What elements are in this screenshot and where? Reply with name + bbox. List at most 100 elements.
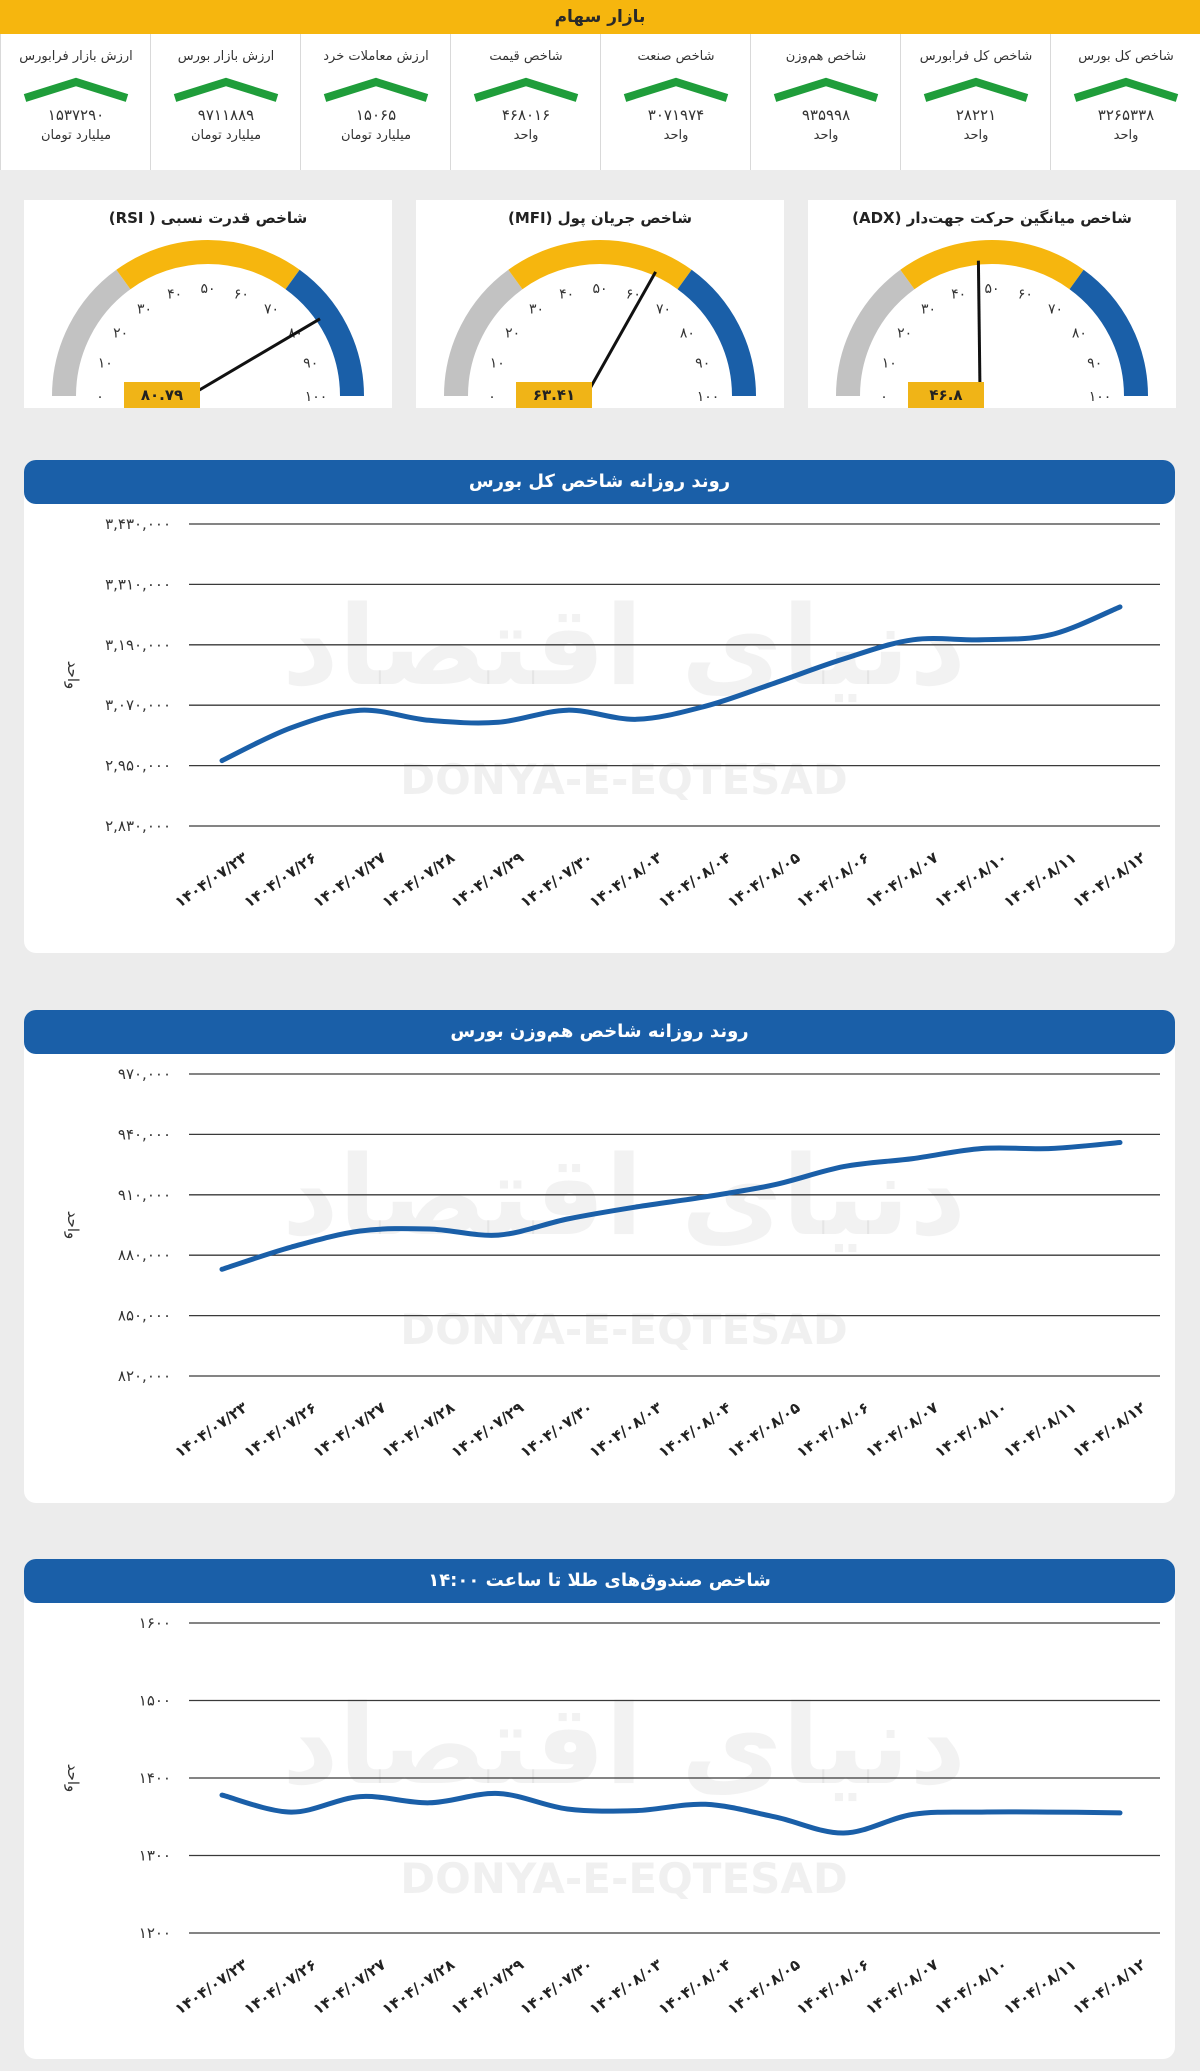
x-tick-label: ۱۴۰۴/۰۸/۱۱ <box>1000 1398 1079 1461</box>
y-tick-label: ۳,۴۳۰,۰۰۰ <box>105 515 171 533</box>
metric-title: شاخص قیمت <box>489 49 563 64</box>
x-tick-label: ۱۴۰۴/۰۸/۰۵ <box>724 1955 803 2018</box>
x-tick-label: ۱۴۰۴/۰۸/۰۶ <box>793 1955 872 2018</box>
x-tick-label: ۱۴۰۴/۰۷/۲۷ <box>310 848 389 911</box>
metric-title: شاخص صنعت <box>637 49 715 64</box>
x-tick-label: ۱۴۰۴/۰۷/۲۶ <box>241 1955 320 2018</box>
chart-panel-gold-funds: شاخص صندوق‌های طلا تا ساعت ۱۴:۰۰ دنیای ا… <box>24 1559 1175 2059</box>
metric-card: شاخص صنعت ۳۰۷۱۹۷۴ واحد <box>600 34 751 170</box>
metric-card: ارزش معاملات خرد ۱۵۰۶۵ میلیارد تومان <box>300 34 451 170</box>
gauge-value-box: ۸۰.۷۹ <box>124 382 200 408</box>
metric-title: ارزش معاملات خرد <box>323 49 429 64</box>
chart-header <box>24 460 1175 504</box>
x-tick-label: ۱۴۰۴/۰۷/۲۸ <box>379 848 458 911</box>
x-tick-label: ۱۴۰۴/۰۸/۰۷ <box>862 848 941 911</box>
x-tick-label: ۱۴۰۴/۰۸/۱۰ <box>931 1955 1010 2018</box>
chart-title: روند روزانه شاخص کل بورس <box>468 471 731 492</box>
trend-up-icon <box>773 77 879 102</box>
x-tick-label: ۱۴۰۴/۰۸/۰۶ <box>793 848 872 911</box>
metric-unit: واحد <box>1113 128 1139 143</box>
metric-title: شاخص هم‌وزن <box>785 49 867 64</box>
y-tick-label: ۸۸۰,۰۰۰ <box>118 1246 171 1264</box>
watermark-en: DONYA-E-EQTESAD <box>400 1854 848 1903</box>
trend-up-icon <box>1073 77 1179 102</box>
trend-up-icon <box>623 77 729 102</box>
x-tick-label: ۱۴۰۴/۰۸/۱۰ <box>931 848 1010 911</box>
gauge-zone-high <box>1069 269 1148 397</box>
x-tick-label: ۱۴۰۴/۰۸/۱۱ <box>1000 1955 1079 2018</box>
gauge-tick-label: ۱۰۰ <box>305 389 328 405</box>
gauge-panel-mfi: شاخص جریان پول (MFI) ۰ ۱۰ ۲۰ ۳۰ ۴۰ ۵۰ ۶۰ ۷۰ ۸۰ ۹۰ ۱… <box>416 200 784 408</box>
chart-total-index: دنیای اقتصاد DONYA-E-EQTESAD ۲,۸۳۰,۰۰۰ ۲,۹۵… <box>64 515 1160 911</box>
metric-card: شاخص قیمت ۴۶۸۰۱۶ واحد <box>450 34 601 170</box>
gauge-tick-label: ۷۰ <box>1048 302 1063 318</box>
metric-card: ارزش بازار بورس ۹۷۱۱۸۸۹ میلیارد تومان <box>150 34 301 170</box>
metric-value: ۳۲۶۵۳۳۸ <box>1097 106 1155 124</box>
x-tick-label: ۱۴۰۴/۰۸/۰۳ <box>586 1398 665 1461</box>
x-tick-label: ۱۴۰۴/۰۸/۰۷ <box>862 1955 941 2018</box>
metric-card: شاخص کل بورس ۳۲۶۵۳۳۸ واحد <box>1050 34 1200 170</box>
gauge-panel-rsi: شاخص قدرت نسبی ( RSI)۰۱۰۲۰۳۰۴۰۵۰۶۰۷۰۸۰۹۰… <box>24 200 392 408</box>
x-tick-label: ۱۴۰۴/۰۷/۲۹ <box>448 1398 527 1461</box>
metric-card: ارزش بازار فرابورس ۱۵۳۷۲۹۰ میلیارد تومان <box>0 34 151 170</box>
x-tick-label: ۱۴۰۴/۰۷/۲۸ <box>379 1398 458 1461</box>
gauge-tick-label: ۸۰ <box>680 326 695 342</box>
header-title: بازار سهام <box>554 7 646 27</box>
gauge-tick-label: ۱۰ <box>490 356 505 372</box>
gauge-tick-label: ۱۰ <box>882 356 897 372</box>
metric-value: ۱۵۰۶۵ <box>355 106 397 124</box>
metric-value: ۳۰۷۱۹۷۴ <box>647 106 705 124</box>
gauge-tick-label: ۹۰ <box>695 356 710 372</box>
metric-title: ارزش بازار فرابورس <box>19 49 133 64</box>
gauge-title: شاخص قدرت نسبی ( RSI) <box>108 209 308 227</box>
chart-header <box>24 1010 1175 1054</box>
trend-up-icon <box>173 77 279 102</box>
gauge-tick-label: ۴۰ <box>951 286 966 302</box>
metric-card: شاخص کل فرابورس ۲۸۲۲۱ واحد <box>900 34 1051 170</box>
y-tick-label: ۳,۰۷۰,۰۰۰ <box>105 696 171 714</box>
chart-title: شاخص صندوق‌های طلا تا ساعت ۱۴:۰۰ <box>428 1570 771 1591</box>
gauge-tick-label: ۸۰ <box>1072 326 1087 342</box>
x-tick-label: ۱۴۰۴/۰۸/۰۴ <box>655 848 734 911</box>
gauge-tick-label: ۰ <box>96 389 104 405</box>
gauge-tick-label: ۱۰۰ <box>1089 389 1112 405</box>
watermark-en: DONYA-E-EQTESAD <box>400 755 848 804</box>
series-line <box>219 1790 1123 1836</box>
watermark-fa: دنیای اقتصاد <box>282 582 966 710</box>
y-tick-label: ۹۴۰,۰۰۰ <box>118 1125 171 1143</box>
metric-value: ۹۷۱۱۸۸۹ <box>197 106 255 124</box>
gauge-tick-label: ۰ <box>488 389 496 405</box>
gauge-tick-label: ۳۰ <box>137 302 152 318</box>
gauge-tick-label: ۳۰ <box>529 302 544 318</box>
metric-value: ۹۳۵۹۹۸ <box>801 106 851 124</box>
gauge-tick-label: ۰ <box>880 389 888 405</box>
metric-card: شاخص هم‌وزن ۹۳۵۹۹۸ واحد <box>750 34 901 170</box>
y-axis-label: واحد <box>64 1211 82 1240</box>
gauge-tick-label: ۹۰ <box>1087 356 1102 372</box>
x-tick-label: ۱۴۰۴/۰۷/۲۳ <box>171 848 250 911</box>
gauge-tick-label: ۷۰ <box>656 302 671 318</box>
gauge-tick-label: ۵۰ <box>592 281 607 297</box>
series-line <box>219 604 1123 764</box>
x-tick-label: ۱۴۰۴/۰۸/۰۵ <box>724 1398 803 1461</box>
x-tick-label: ۱۴۰۴/۰۷/۲۸ <box>379 1955 458 2018</box>
chart-equal-weight: دنیای اقتصاد DONYA-E-EQTESAD ۸۲۰,۰۰۰ ۸۵۰,۰۰… <box>64 1065 1160 1461</box>
gauge-needle <box>586 271 657 393</box>
chart-title: روند روزانه شاخص هم‌وزن بورس <box>450 1021 749 1042</box>
y-tick-label: ۸۲۰,۰۰۰ <box>118 1367 171 1385</box>
series-line <box>219 1140 1123 1272</box>
gauge-value-box: ۴۶.۸ <box>908 382 984 408</box>
metric-title: شاخص کل بورس <box>1078 49 1174 64</box>
gauge-needle <box>976 260 982 393</box>
y-tick-label: ۳,۱۹۰,۰۰۰ <box>105 636 171 654</box>
gauge-title: شاخص میانگین حرکت جهت‌دار (ADX) <box>852 209 1132 227</box>
metric-value: ۴۶۸۰۱۶ <box>501 106 551 124</box>
metric-unit: میلیارد تومان <box>190 128 262 143</box>
trend-up-icon <box>473 77 579 102</box>
watermark-fa: دنیای اقتصاد <box>282 1681 966 1809</box>
x-tick-label: ۱۴۰۴/۰۸/۱۱ <box>1000 848 1079 911</box>
x-tick-label: ۱۴۰۴/۰۸/۰۶ <box>793 1398 872 1461</box>
chart-gold-funds: دنیای اقتصاد DONYA-E-EQTESAD ۱۲۰۰ ۱۳۰۰ ۱۴۰۰ ۱… <box>64 1614 1160 2018</box>
